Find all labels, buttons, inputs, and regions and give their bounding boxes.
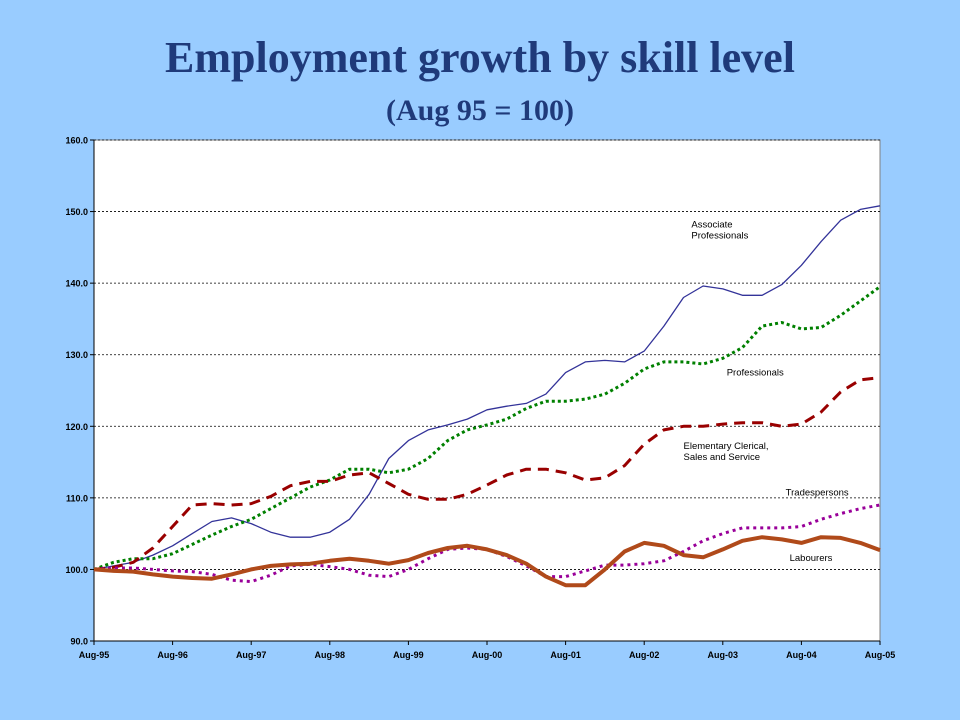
series-label: Professionals <box>691 230 748 241</box>
series-associate-professionals <box>93 205 881 571</box>
series-label: Labourers <box>790 553 833 564</box>
series-labourers <box>93 535 881 588</box>
chart-subtitle: (Aug 95 = 100) <box>386 94 574 127</box>
series-label: Elementary Clerical, <box>684 441 769 452</box>
x-tick-label: Aug-98 <box>315 650 346 660</box>
x-tick-label: Aug-97 <box>236 650 267 660</box>
x-tick-label: Aug-02 <box>629 650 660 660</box>
series-label: Professionals <box>727 367 784 378</box>
series-label: Sales and Service <box>684 452 761 463</box>
series-label: Tradespersons <box>786 488 849 499</box>
series-label: Associate <box>691 219 732 230</box>
x-tick-label: Aug-95 <box>79 650 110 660</box>
x-tick-label: Aug-03 <box>708 650 739 660</box>
x-tick-label: Aug-05 <box>865 650 896 660</box>
series-professionals <box>93 285 881 571</box>
chart-title: Employment growth by skill level <box>165 33 795 82</box>
y-tick-label: 120.0 <box>65 422 88 432</box>
x-tick-label: Aug-96 <box>157 650 188 660</box>
series-tradespersons <box>93 503 881 584</box>
x-tick-label: Aug-04 <box>786 650 817 660</box>
y-tick-label: 150.0 <box>65 207 88 217</box>
x-tick-label: Aug-00 <box>472 650 503 660</box>
chart-container: 90.0 100.0 110.0 120.0 130.0 140.0 150.0 160.0 A… <box>44 134 904 671</box>
y-tick-label: 140.0 <box>65 279 88 289</box>
plot-area <box>93 139 881 642</box>
line-chart: 90.0 100.0 110.0 120.0 130.0 140.0 150.0 160.0 A… <box>65 136 896 661</box>
y-tick-label: 110.0 <box>66 493 88 503</box>
y-tick-label: 160.0 <box>65 136 88 146</box>
y-tick-label: 90.0 <box>70 637 88 647</box>
x-tick-label: Aug-99 <box>393 650 424 660</box>
x-tick-label: Aug-01 <box>550 650 581 660</box>
y-tick-label: 100.0 <box>65 565 88 575</box>
y-tick-label: 130.0 <box>65 350 88 360</box>
